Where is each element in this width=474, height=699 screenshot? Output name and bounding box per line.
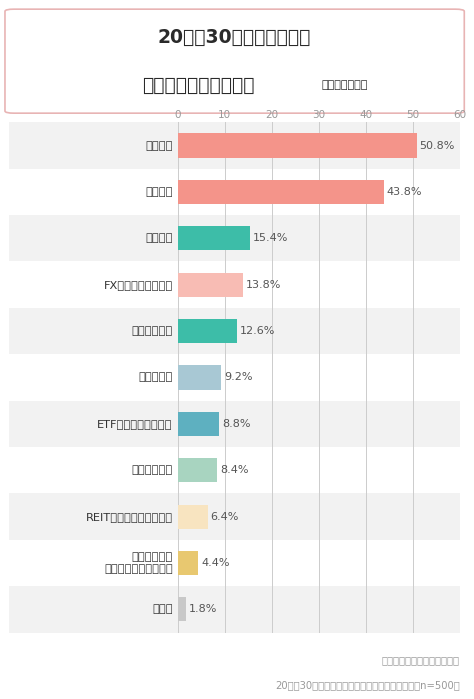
- Bar: [9, 540, 460, 586]
- Text: 12.6%: 12.6%: [240, 326, 275, 336]
- Bar: [178, 505, 208, 528]
- FancyBboxPatch shape: [5, 9, 464, 113]
- Text: 50.8%: 50.8%: [419, 140, 455, 150]
- Bar: [9, 401, 460, 447]
- Bar: [178, 180, 383, 204]
- Bar: [178, 226, 250, 250]
- Text: 行なっている投資は？: 行なっている投資は？: [142, 75, 255, 94]
- Bar: [9, 493, 460, 540]
- Bar: [178, 134, 417, 157]
- Bar: [9, 261, 460, 308]
- Text: 仮想通貨: 仮想通貨: [145, 233, 173, 243]
- Text: 株式投資: 株式投資: [145, 140, 173, 150]
- Text: 20代〜30代の現在投資を行なっている働く女性（n=500）: 20代〜30代の現在投資を行なっている働く女性（n=500）: [275, 680, 460, 690]
- Bar: [178, 598, 186, 621]
- Text: 13.8%: 13.8%: [246, 280, 281, 289]
- Bar: [178, 412, 219, 436]
- Text: 投資信託: 投資信託: [145, 187, 173, 197]
- Bar: [9, 168, 460, 215]
- Bar: [9, 447, 460, 493]
- Text: 個人向け国債: 個人向け国債: [131, 326, 173, 336]
- Text: その他: その他: [152, 605, 173, 614]
- Text: 8.8%: 8.8%: [222, 419, 250, 429]
- Bar: [178, 366, 221, 389]
- Text: 不動産投資: 不動産投資: [138, 373, 173, 382]
- Bar: [9, 586, 460, 633]
- Bar: [9, 215, 460, 261]
- Bar: [178, 273, 243, 297]
- Bar: [178, 458, 217, 482]
- Bar: [178, 319, 237, 343]
- Text: ETF（上場投資信託）: ETF（上場投資信託）: [97, 419, 173, 429]
- Text: コモディティ
（金、原油、穀物等）: コモディティ （金、原油、穀物等）: [104, 552, 173, 574]
- Bar: [178, 551, 199, 575]
- Bar: [9, 354, 460, 401]
- Text: 4.4%: 4.4%: [201, 558, 230, 568]
- Text: FX（外国為替取引）: FX（外国為替取引）: [103, 280, 173, 289]
- Text: 20代・30代の働く女性が: 20代・30代の働く女性が: [158, 28, 311, 47]
- Text: 三井住友カード株式会社調べ: 三井住友カード株式会社調べ: [382, 655, 460, 665]
- Text: 1.8%: 1.8%: [189, 605, 218, 614]
- Text: 個人向け社債: 個人向け社債: [131, 466, 173, 475]
- Text: 43.8%: 43.8%: [386, 187, 422, 197]
- Bar: [9, 122, 460, 168]
- Text: 8.4%: 8.4%: [220, 466, 248, 475]
- Bar: [9, 308, 460, 354]
- Text: 6.4%: 6.4%: [210, 512, 239, 521]
- Text: （複数回答可）: （複数回答可）: [322, 80, 368, 90]
- Text: REIT（不動産投資信託）: REIT（不動産投資信託）: [86, 512, 173, 521]
- Text: 9.2%: 9.2%: [224, 373, 252, 382]
- Text: 15.4%: 15.4%: [253, 233, 288, 243]
